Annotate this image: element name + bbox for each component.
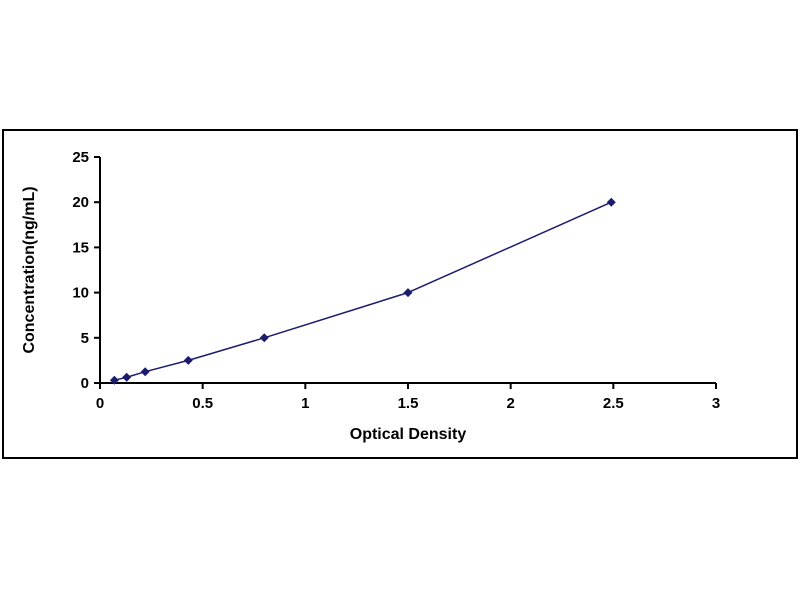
chart-frame: 0 0.5 1 1.5 2 2.5 3 0 5 10 15 20 25 Optical Density Co… <box>2 129 798 459</box>
y-tick-label: 5 <box>81 330 89 347</box>
y-tick-label: 0 <box>81 375 89 392</box>
data-point <box>109 375 119 385</box>
x-tick-label: 0 <box>96 395 104 412</box>
data-point <box>140 367 150 377</box>
y-tick-label: 10 <box>72 285 89 302</box>
data-line <box>114 201 612 381</box>
y-tick-label: 20 <box>72 194 89 211</box>
y-tick-label: 25 <box>72 149 89 166</box>
x-axis-title: Optical Density <box>350 426 467 443</box>
x-tick-label: 2.5 <box>603 395 624 412</box>
standard-curve-chart: 0 0.5 1 1.5 2 2.5 3 0 5 10 15 20 25 Optical Density Co… <box>21 149 720 443</box>
y-tick-label: 15 <box>72 239 89 256</box>
data-point <box>122 372 132 382</box>
data-point <box>606 197 616 207</box>
data-point <box>259 333 269 343</box>
x-tick-label: 1 <box>301 395 309 412</box>
x-tick-label: 3 <box>712 395 720 412</box>
y-axis-title: Concentration(ng/mL) <box>21 186 38 353</box>
x-tick-label: 1.5 <box>398 395 419 412</box>
data-point <box>183 355 193 365</box>
x-tick-label: 0.5 <box>192 395 213 412</box>
data-point <box>403 288 413 298</box>
x-tick-label: 2 <box>506 395 514 412</box>
